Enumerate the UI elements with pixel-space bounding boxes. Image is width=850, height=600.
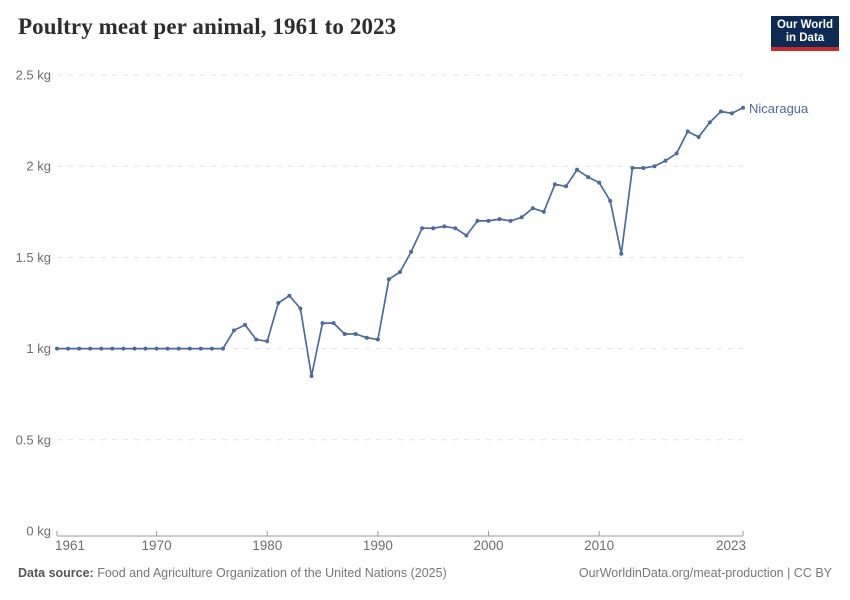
x-tick-label: 1961: [55, 538, 85, 553]
data-point[interactable]: [331, 321, 336, 326]
x-tick-label: 2023: [716, 538, 746, 553]
x-tick-label: 1980: [252, 538, 282, 553]
data-point[interactable]: [475, 218, 480, 223]
data-point[interactable]: [309, 374, 314, 378]
data-point[interactable]: [66, 346, 71, 351]
credit-link[interactable]: OurWorldinData.org/meat-production | CC …: [578, 566, 832, 580]
data-point[interactable]: [575, 167, 579, 172]
data-point[interactable]: [265, 339, 270, 344]
y-tick-label: 1 kg: [26, 341, 51, 356]
chart-title: Poultry meat per animal, 1961 to 2023: [18, 14, 397, 39]
data-point[interactable]: [221, 346, 225, 351]
data-point[interactable]: [442, 224, 447, 229]
data-point[interactable]: [232, 328, 236, 333]
data-point[interactable]: [154, 346, 159, 351]
data-point[interactable]: [718, 109, 723, 114]
owid-logo-line2: in Data: [785, 31, 825, 44]
data-point[interactable]: [674, 151, 679, 156]
data-point[interactable]: [541, 209, 546, 214]
data-source: Data source: Food and Agriculture Organi…: [18, 566, 447, 580]
data-point[interactable]: [386, 277, 391, 282]
y-tick-label: 1.5 kg: [16, 250, 51, 265]
data-point[interactable]: [132, 346, 137, 351]
x-tick-label: 1990: [363, 538, 393, 553]
data-point[interactable]: [564, 184, 568, 189]
x-tick-label: 2010: [584, 538, 614, 553]
y-tick-label: 0 kg: [26, 524, 51, 539]
data-point[interactable]: [276, 301, 281, 305]
data-point[interactable]: [398, 270, 402, 274]
chart-footer: Data source: Food and Agriculture Organi…: [0, 566, 850, 580]
data-point[interactable]: [77, 346, 82, 351]
data-point[interactable]: [99, 346, 104, 351]
series-label-nicaragua: Nicaragua: [749, 101, 809, 116]
data-point[interactable]: [143, 346, 148, 351]
data-point[interactable]: [353, 332, 358, 336]
y-tick-label: 2.5 kg: [16, 68, 51, 83]
data-point[interactable]: [685, 129, 690, 134]
data-point[interactable]: [176, 346, 181, 351]
data-point[interactable]: [552, 182, 557, 187]
data-point[interactable]: [243, 322, 248, 327]
data-point[interactable]: [663, 158, 668, 163]
data-point[interactable]: [198, 346, 203, 351]
data-point[interactable]: [641, 166, 646, 170]
x-tick-label: 1970: [142, 538, 172, 553]
data-point[interactable]: [187, 346, 192, 351]
data-point[interactable]: [342, 332, 347, 336]
data-point[interactable]: [652, 164, 657, 169]
data-point[interactable]: [729, 111, 734, 116]
data-point[interactable]: [608, 198, 613, 203]
data-point[interactable]: [375, 337, 380, 342]
owid-logo-line1: Our World: [776, 18, 833, 31]
data-point[interactable]: [586, 175, 591, 180]
data-point[interactable]: [597, 180, 602, 185]
y-tick-label: 0.5 kg: [16, 432, 51, 447]
series-line: [56, 106, 744, 377]
data-point[interactable]: [298, 306, 303, 311]
data-point[interactable]: [707, 120, 712, 125]
data-point[interactable]: [497, 217, 502, 222]
data-point[interactable]: [420, 226, 425, 231]
data-point[interactable]: [320, 321, 325, 326]
data-point[interactable]: [209, 346, 214, 351]
data-point[interactable]: [364, 335, 369, 340]
data-point[interactable]: [696, 135, 701, 139]
data-point[interactable]: [630, 166, 635, 170]
data-point[interactable]: [110, 346, 115, 351]
data-point[interactable]: [453, 226, 458, 231]
data-point[interactable]: [409, 249, 414, 254]
data-point[interactable]: [55, 346, 59, 351]
data-point[interactable]: [530, 206, 535, 211]
data-point[interactable]: [165, 346, 170, 351]
data-point[interactable]: [254, 337, 259, 342]
owid-logo[interactable]: Our World in Data: [771, 16, 839, 51]
data-source-label: Data source:: [18, 566, 94, 580]
y-tick-label: 2 kg: [26, 159, 51, 174]
data-point[interactable]: [431, 226, 436, 231]
data-point[interactable]: [508, 218, 513, 223]
x-tick-label: 2000: [473, 538, 503, 553]
data-point[interactable]: [619, 251, 624, 256]
data-point[interactable]: [287, 293, 292, 298]
data-point[interactable]: [464, 233, 469, 238]
data-point[interactable]: [741, 105, 745, 110]
data-point[interactable]: [519, 215, 524, 220]
data-point[interactable]: [486, 218, 491, 223]
data-point[interactable]: [88, 346, 93, 351]
data-point[interactable]: [121, 346, 126, 351]
data-source-text: Food and Agriculture Organization of the…: [97, 566, 447, 580]
